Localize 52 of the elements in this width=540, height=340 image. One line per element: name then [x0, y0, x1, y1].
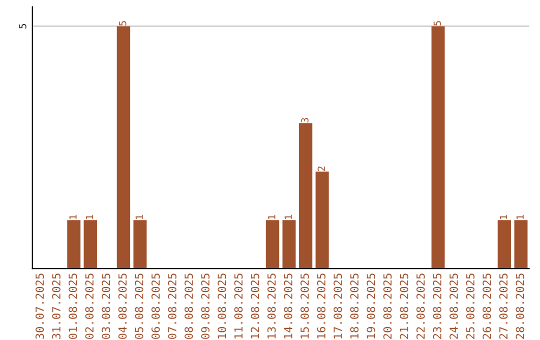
x-tick-label: 10.08.2025 — [218, 274, 226, 338]
x-tick-label: 09.08.2025 — [201, 274, 210, 339]
x-tick-label: 23.08.2025 — [432, 274, 442, 339]
bar — [299, 123, 312, 269]
x-tick-label: 19.08.2025 — [366, 274, 376, 338]
data-label: 5 — [119, 21, 126, 26]
bar — [84, 220, 97, 269]
bar — [316, 172, 329, 269]
bar — [431, 26, 445, 269]
x-tick-label: 26.08.2025 — [482, 274, 492, 339]
x-tick-label: 15.08.2025 — [300, 274, 309, 338]
x-tick-label: 18.08.2025 — [350, 274, 359, 338]
x-tick-label: 16.08.2025 — [317, 274, 326, 338]
x-tick-label: 11.08.2025 — [234, 274, 243, 338]
x-tick-label: 01.08.2025 — [68, 274, 78, 339]
data-label: 1 — [136, 214, 143, 219]
bar — [133, 220, 147, 269]
x-tick-label: 14.08.2025 — [284, 274, 292, 338]
bar — [116, 26, 130, 269]
data-label: 3 — [301, 118, 308, 123]
x-tick-label: 30.07.2025 — [36, 274, 44, 339]
data-label: 1 — [268, 214, 276, 219]
x-tick-label: 05.08.2025 — [134, 274, 144, 339]
data-label: 1 — [86, 214, 94, 219]
x-tick-label: 07.08.2025 — [168, 274, 176, 339]
bar — [514, 220, 528, 269]
x-tick-label: 12.08.2025 — [250, 274, 260, 338]
x-tick-label: 03.08.2025 — [102, 274, 110, 339]
data-label: 1 — [500, 214, 508, 219]
data-label: 5 — [434, 21, 441, 26]
x-tick-label: 13.08.2025 — [267, 274, 276, 338]
x-tick-label: 08.08.2025 — [184, 274, 193, 339]
bar — [498, 220, 511, 269]
x-tick-label: 27.08.2025 — [499, 274, 508, 339]
bar — [266, 220, 280, 269]
x-tick-label: 17.08.2025 — [334, 274, 342, 338]
x-tick-label: 22.08.2025 — [416, 274, 425, 339]
data-label: 1 — [69, 214, 77, 219]
x-tick-label: 04.08.2025 — [118, 274, 127, 339]
x-tick-label: 25.08.2025 — [466, 274, 474, 339]
data-label: 1 — [516, 214, 524, 219]
x-tick-label: 28.08.2025 — [516, 274, 524, 339]
x-tick-label: 21.08.2025 — [400, 274, 408, 339]
bar — [282, 220, 296, 269]
data-label: 2 — [318, 166, 325, 171]
x-tick-label: 20.08.2025 — [383, 274, 392, 339]
x-tick-label: 02.08.2025 — [85, 274, 94, 339]
data-label: 1 — [284, 214, 292, 219]
x-tick-label: 24.08.2025 — [450, 274, 458, 339]
bar — [67, 220, 80, 269]
x-tick-label: 31.07.2025 — [52, 274, 60, 339]
x-tick-label: 06.08.2025 — [151, 274, 160, 339]
